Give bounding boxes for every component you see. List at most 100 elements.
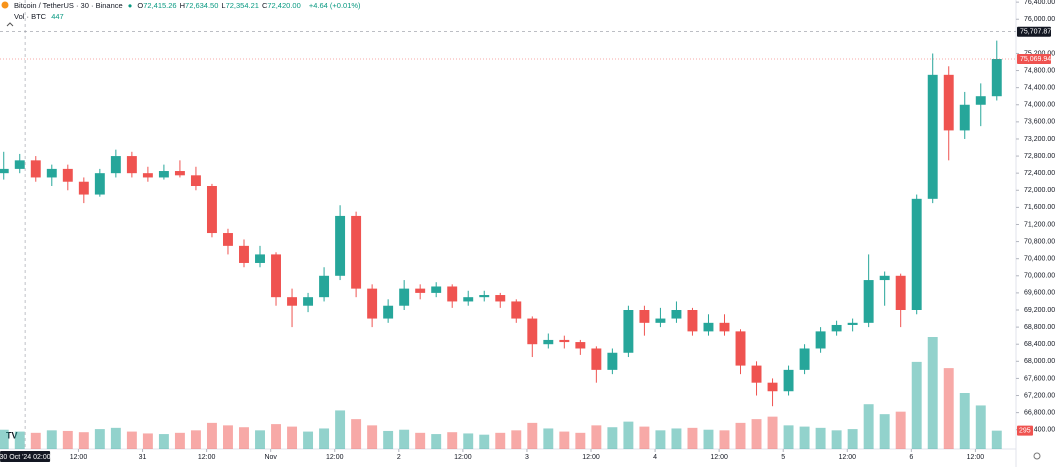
volume-bar (751, 419, 762, 449)
candle-body (623, 310, 634, 353)
symbol-title: Bitcoin / TetherUS · 30 · Binance (14, 1, 123, 10)
volume-bar (0, 429, 9, 449)
volume-bar (863, 404, 874, 449)
y-tick-label: 67,200.00 (1024, 392, 1055, 399)
volume-bar (271, 424, 281, 449)
volume-title: Vol · BTC (14, 12, 47, 21)
y-tick-label: 69,200.00 (1024, 307, 1055, 314)
tv-logo: TV (6, 430, 18, 440)
candle-body (559, 339, 570, 343)
volume-bar (239, 427, 249, 449)
volume-bar (62, 430, 73, 449)
y-tick-label: 76,400.00 (1024, 0, 1055, 6)
volume-bar (815, 427, 826, 449)
candle-body (287, 297, 298, 306)
candle-body (911, 198, 922, 310)
volume-bar (142, 433, 153, 449)
candle-body (255, 254, 265, 263)
y-tick-label: 69,600.00 (1024, 290, 1055, 297)
candle-body (431, 286, 442, 293)
x-tick-label: 12:00 (839, 454, 857, 461)
y-tick-label: 70,000.00 (1024, 273, 1055, 280)
y-tick-label: 74,400.00 (1024, 84, 1055, 91)
volume-bar (559, 431, 570, 449)
ohlc-value: 72,420.00 (267, 1, 301, 10)
candle-body (831, 324, 842, 332)
candle-body (415, 288, 426, 293)
volume-bar (959, 393, 970, 449)
candle-body (719, 322, 730, 332)
candle-body (607, 352, 618, 370)
volume-bar (78, 432, 89, 449)
volume-bar (126, 431, 137, 449)
candle-body (383, 305, 394, 319)
x-tick-label: 2 (397, 454, 401, 461)
ohlc-value: 72,634.50 (185, 1, 219, 10)
volume-bar (415, 432, 426, 449)
y-tick-label: 72,800.00 (1024, 153, 1055, 160)
x-tick-label: 12:00 (582, 454, 600, 461)
crosshair-x-box (0, 451, 51, 462)
candle-body (479, 295, 490, 298)
volume-bar (223, 425, 233, 449)
x-tick-label: 12:00 (710, 454, 728, 461)
y-tick-label: 71,600.00 (1024, 204, 1055, 211)
candle-body (527, 318, 538, 345)
volume-bar (623, 421, 634, 449)
candle-body (206, 186, 217, 234)
volume-bar (703, 429, 714, 449)
volume-bar (735, 422, 746, 449)
x-tick-label: 5 (781, 454, 785, 461)
ohlc-key: L (221, 1, 226, 10)
volume-bar (575, 432, 586, 449)
x-tick-label: 6 (909, 454, 913, 461)
x-tick-label: 31 (139, 454, 147, 461)
volume-bar (719, 430, 730, 449)
volume-bar (479, 434, 490, 449)
candle-body (495, 295, 506, 302)
volume-bar (927, 337, 938, 449)
settings-icon[interactable] (1033, 452, 1041, 460)
candle-body (943, 74, 954, 131)
candle-body (591, 348, 602, 370)
candle-body (991, 59, 1002, 97)
candle-body (799, 348, 810, 370)
x-tick-label: 12:00 (326, 454, 344, 461)
collapse-icon[interactable] (6, 22, 14, 27)
candle-body (927, 74, 938, 199)
volume-bar (527, 422, 538, 449)
volume-bar (991, 430, 1002, 449)
volume-value: 447 (51, 12, 64, 21)
volume-bar (14, 431, 25, 449)
candle-body (158, 171, 169, 178)
candle-body (126, 156, 137, 174)
candle-body (735, 331, 746, 366)
volume-bar (687, 427, 698, 449)
candle-body (142, 173, 153, 178)
volume-bar (94, 429, 105, 449)
symbol-icon (1, 1, 9, 9)
x-tick-label: Nov (264, 454, 277, 461)
candle-body (879, 275, 890, 281)
volume-bar (895, 411, 906, 449)
candle-body (847, 322, 858, 325)
candle-body (94, 173, 105, 195)
candle-body (975, 96, 986, 105)
crosshair-y-label: 75,707.87 (1020, 29, 1051, 36)
volume-bar (46, 430, 57, 449)
candle-body (62, 168, 73, 182)
volume-bar (943, 368, 954, 449)
ohlc-value: 72,354.21 (225, 1, 259, 10)
volume-bar (158, 434, 169, 449)
volume-bar (303, 431, 314, 449)
y-tick-label: 68,000.00 (1024, 358, 1055, 365)
volume-bar (879, 414, 890, 449)
last-price-label: 75,069.94 (1020, 56, 1051, 63)
volume-bar (639, 426, 650, 449)
crosshair-x-label: 30 Oct '24 02:00 (0, 454, 51, 461)
candle-body (543, 339, 554, 345)
candle-body (0, 168, 9, 174)
x-tick-label: 12:00 (198, 454, 216, 461)
candle-body (399, 288, 410, 306)
